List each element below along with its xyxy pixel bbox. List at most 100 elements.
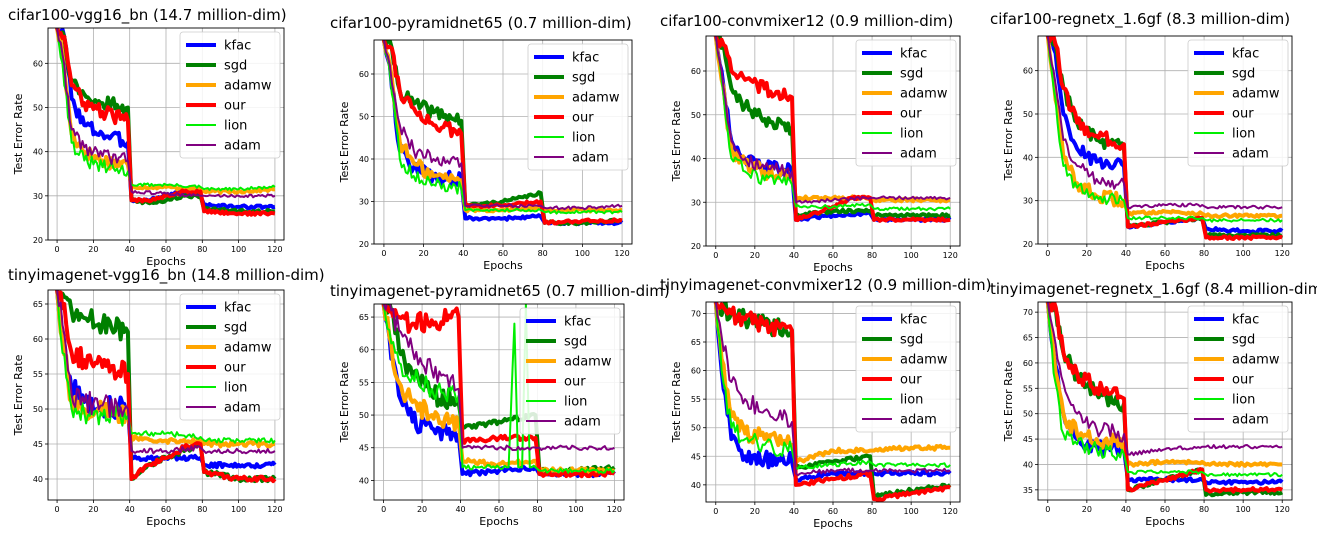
plot-frame: [373, 303, 625, 501]
y-tick-label: 60: [359, 70, 369, 79]
x-tick-label: 60: [161, 505, 171, 514]
legend-label: lion: [224, 381, 247, 396]
series-line-our: [55, 28, 276, 217]
y-tick-label: 50: [359, 113, 369, 122]
legend-label: adamw: [1232, 353, 1280, 368]
chart-title: cifar100-regnetx_1.6gf (8.3 million-dim): [990, 10, 1291, 28]
y-tick-label: 40: [1023, 153, 1033, 162]
plot-frame: [47, 27, 285, 241]
series-line-our: [713, 302, 951, 502]
legend-label: our: [900, 107, 922, 122]
x-tick-label: 120: [607, 505, 622, 514]
legend-label: lion: [224, 119, 247, 134]
legend-label: sgd: [224, 59, 247, 74]
y-tick-label: 50: [359, 411, 369, 420]
series-line-adamw: [713, 302, 951, 464]
chart-title: tinyimagenet-pyramidnet65 (0.7 million-d…: [330, 282, 670, 300]
series-line-lion: [714, 302, 951, 470]
series-line-adam: [382, 40, 623, 211]
x-tick-label: 0: [1045, 505, 1050, 514]
legend-label: our: [1232, 373, 1254, 388]
plot-frame: [373, 39, 633, 245]
chart-panel-6: tinyimagenet-pyramidnet65 (0.7 million-d…: [330, 282, 670, 534]
legend-label: adamw: [224, 341, 272, 356]
x-tick-label: 80: [1199, 505, 1209, 514]
chart-panel-8: tinyimagenet-regnetx_1.6gf (8.4 million-…: [990, 280, 1317, 534]
plot-frame: [1037, 35, 1293, 245]
legend-label: lion: [564, 395, 587, 410]
x-tick-label: 100: [568, 505, 583, 514]
legend-label: adamw: [572, 91, 620, 106]
legend-label: adam: [572, 151, 609, 166]
x-tick-label: 120: [614, 249, 629, 258]
y-tick-label: 50: [691, 111, 701, 120]
y-axis-label: Test Error Rate: [1002, 99, 1015, 181]
x-tick-label: 20: [88, 505, 98, 514]
x-tick-label: 60: [498, 249, 508, 258]
x-tick-label: 60: [1160, 505, 1170, 514]
series-line-our: [55, 290, 277, 484]
legend-label: adamw: [564, 355, 612, 370]
y-tick-label: 60: [359, 346, 369, 355]
y-tick-label: 50: [33, 104, 43, 113]
y-tick-label: 65: [1023, 334, 1033, 343]
chart-panel-7: tinyimagenet-convmixer12 (0.9 million-di…: [660, 276, 991, 536]
y-tick-label: 30: [1023, 197, 1033, 206]
legend-label: our: [224, 99, 246, 114]
legend-label: adamw: [224, 79, 272, 94]
series-line-lion: [382, 304, 616, 474]
x-axis-label: Epochs: [1145, 515, 1185, 528]
series-line-our: [1045, 302, 1284, 494]
x-tick-label: 120: [267, 245, 282, 254]
y-tick-label: 40: [359, 155, 369, 164]
legend: kfac sgd adamw our lion adam: [1187, 39, 1289, 167]
y-tick-label: 20: [33, 236, 43, 245]
x-tick-label: 0: [55, 505, 60, 514]
x-tick-label: 0: [1045, 249, 1050, 258]
legend-label: adam: [564, 415, 601, 430]
legend-label: sgd: [1232, 67, 1255, 82]
series-line-lion: [1046, 302, 1283, 478]
series-line-lion: [56, 28, 276, 192]
legend-label: lion: [900, 393, 923, 408]
legend-label: our: [900, 373, 922, 388]
y-tick-label: 50: [691, 424, 701, 433]
legend-label: lion: [900, 127, 923, 142]
y-tick-label: 60: [691, 67, 701, 76]
x-tick-label: 40: [789, 251, 799, 260]
series-line-adam: [382, 304, 615, 451]
x-tick-label: 80: [538, 249, 548, 258]
y-tick-label: 50: [33, 405, 43, 414]
chart-grid: cifar100-vgg16_bn (14.7 million-dim) 0 20 4…: [8, 6, 1317, 530]
x-tick-label: 100: [1236, 505, 1251, 514]
x-tick-label: 80: [867, 251, 877, 260]
legend-label: kfac: [1232, 47, 1259, 62]
y-tick-label: 60: [691, 367, 701, 376]
series-line-adam: [1046, 36, 1283, 210]
x-tick-label: 0: [381, 249, 386, 258]
plot-frame: [705, 301, 961, 503]
y-tick-label: 30: [33, 192, 43, 201]
y-tick-label: 30: [359, 198, 369, 207]
y-tick-label: 55: [33, 370, 43, 379]
y-tick-label: 45: [33, 440, 43, 449]
x-tick-label: 80: [532, 505, 542, 514]
chart-panel-2: cifar100-pyramidnet65 (0.7 million-dim) 0…: [330, 14, 638, 278]
legend-label: adam: [1232, 147, 1269, 162]
chart-title: tinyimagenet-vgg16_bn (14.8 million-dim): [8, 266, 325, 284]
chart-panel-3: cifar100-convmixer12 (0.9 million-dim) 0 2…: [660, 12, 966, 280]
series-line-adam: [1046, 302, 1283, 457]
legend-label: our: [1232, 107, 1254, 122]
legend-label: lion: [1232, 127, 1255, 142]
legend-label: our: [224, 361, 246, 376]
legend-label: adamw: [900, 87, 948, 102]
x-tick-label: 20: [750, 251, 760, 260]
legend-label: adamw: [900, 353, 948, 368]
x-axis-label: Epochs: [479, 515, 519, 528]
y-tick-label: 60: [1023, 67, 1033, 76]
legend-label: kfac: [564, 315, 591, 330]
series-line-our: [1045, 36, 1283, 241]
